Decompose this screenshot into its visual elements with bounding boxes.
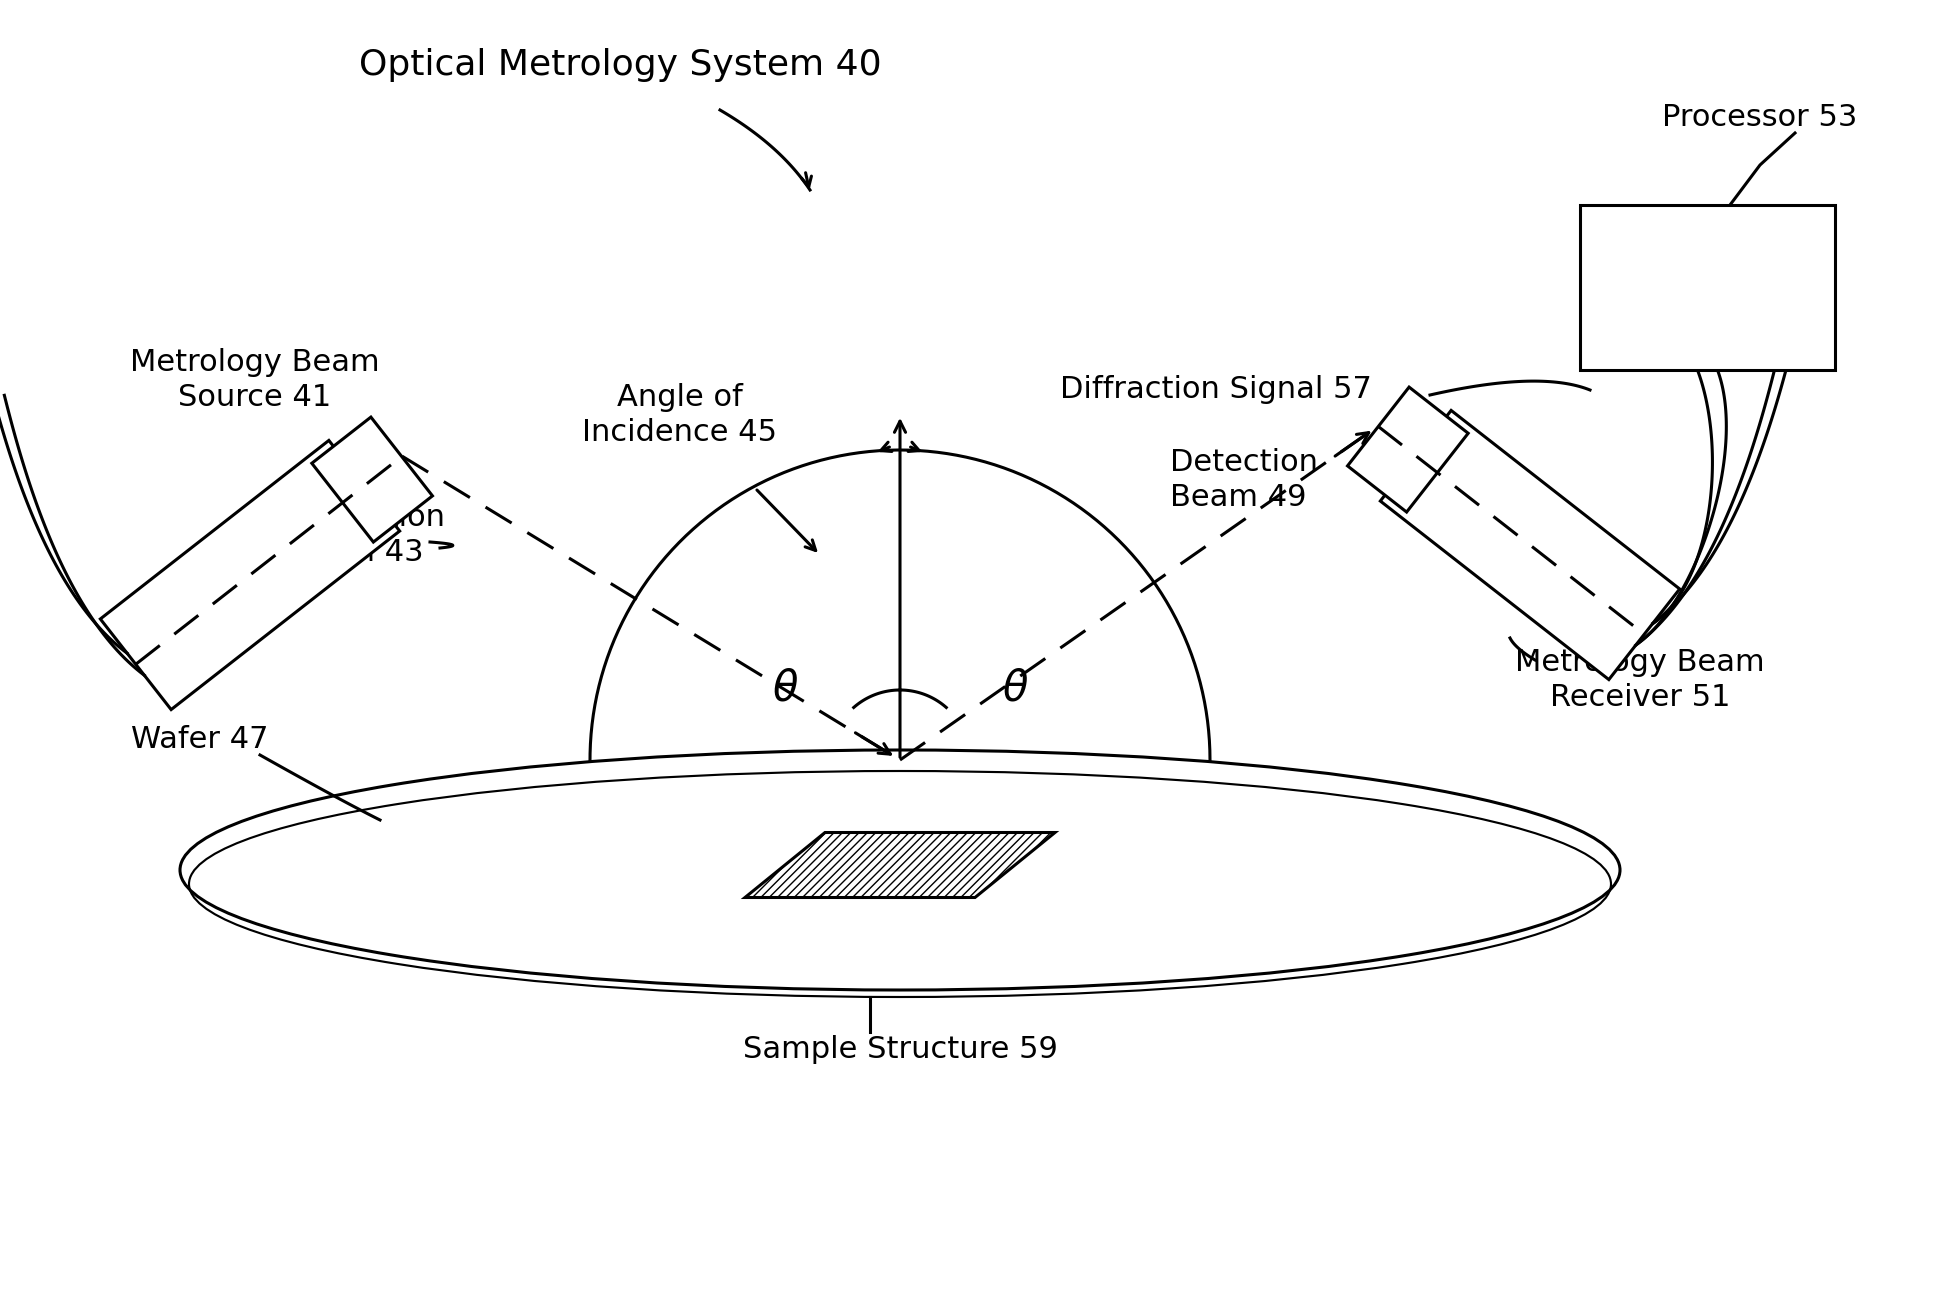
Text: Angle of
Incidence 45: Angle of Incidence 45 <box>582 382 778 447</box>
Polygon shape <box>1380 411 1680 680</box>
Text: $\theta$: $\theta$ <box>772 671 799 710</box>
Text: Metrology Beam
Receiver 51: Metrology Beam Receiver 51 <box>1514 647 1764 712</box>
Polygon shape <box>1348 387 1467 512</box>
Polygon shape <box>313 417 432 542</box>
Text: Processor 53: Processor 53 <box>1663 104 1858 133</box>
Bar <box>1581 205 1835 370</box>
Text: Illumination
Beam 43: Illumination Beam 43 <box>266 503 446 567</box>
Text: Optical Metrology System 40: Optical Metrology System 40 <box>360 48 881 82</box>
Text: Simulator
60: Simulator 60 <box>1634 254 1782 321</box>
Text: Metrology Beam
Source 41: Metrology Beam Source 41 <box>131 347 379 412</box>
Ellipse shape <box>180 750 1620 991</box>
Text: Diffraction Signal 57: Diffraction Signal 57 <box>1059 376 1372 404</box>
Polygon shape <box>100 441 401 710</box>
Text: $\theta$: $\theta$ <box>1002 671 1028 710</box>
Text: Sample Structure 59: Sample Structure 59 <box>743 1036 1057 1065</box>
Text: Wafer 47: Wafer 47 <box>131 725 270 754</box>
Text: Detection
Beam 49: Detection Beam 49 <box>1170 447 1319 512</box>
Polygon shape <box>744 832 1055 897</box>
